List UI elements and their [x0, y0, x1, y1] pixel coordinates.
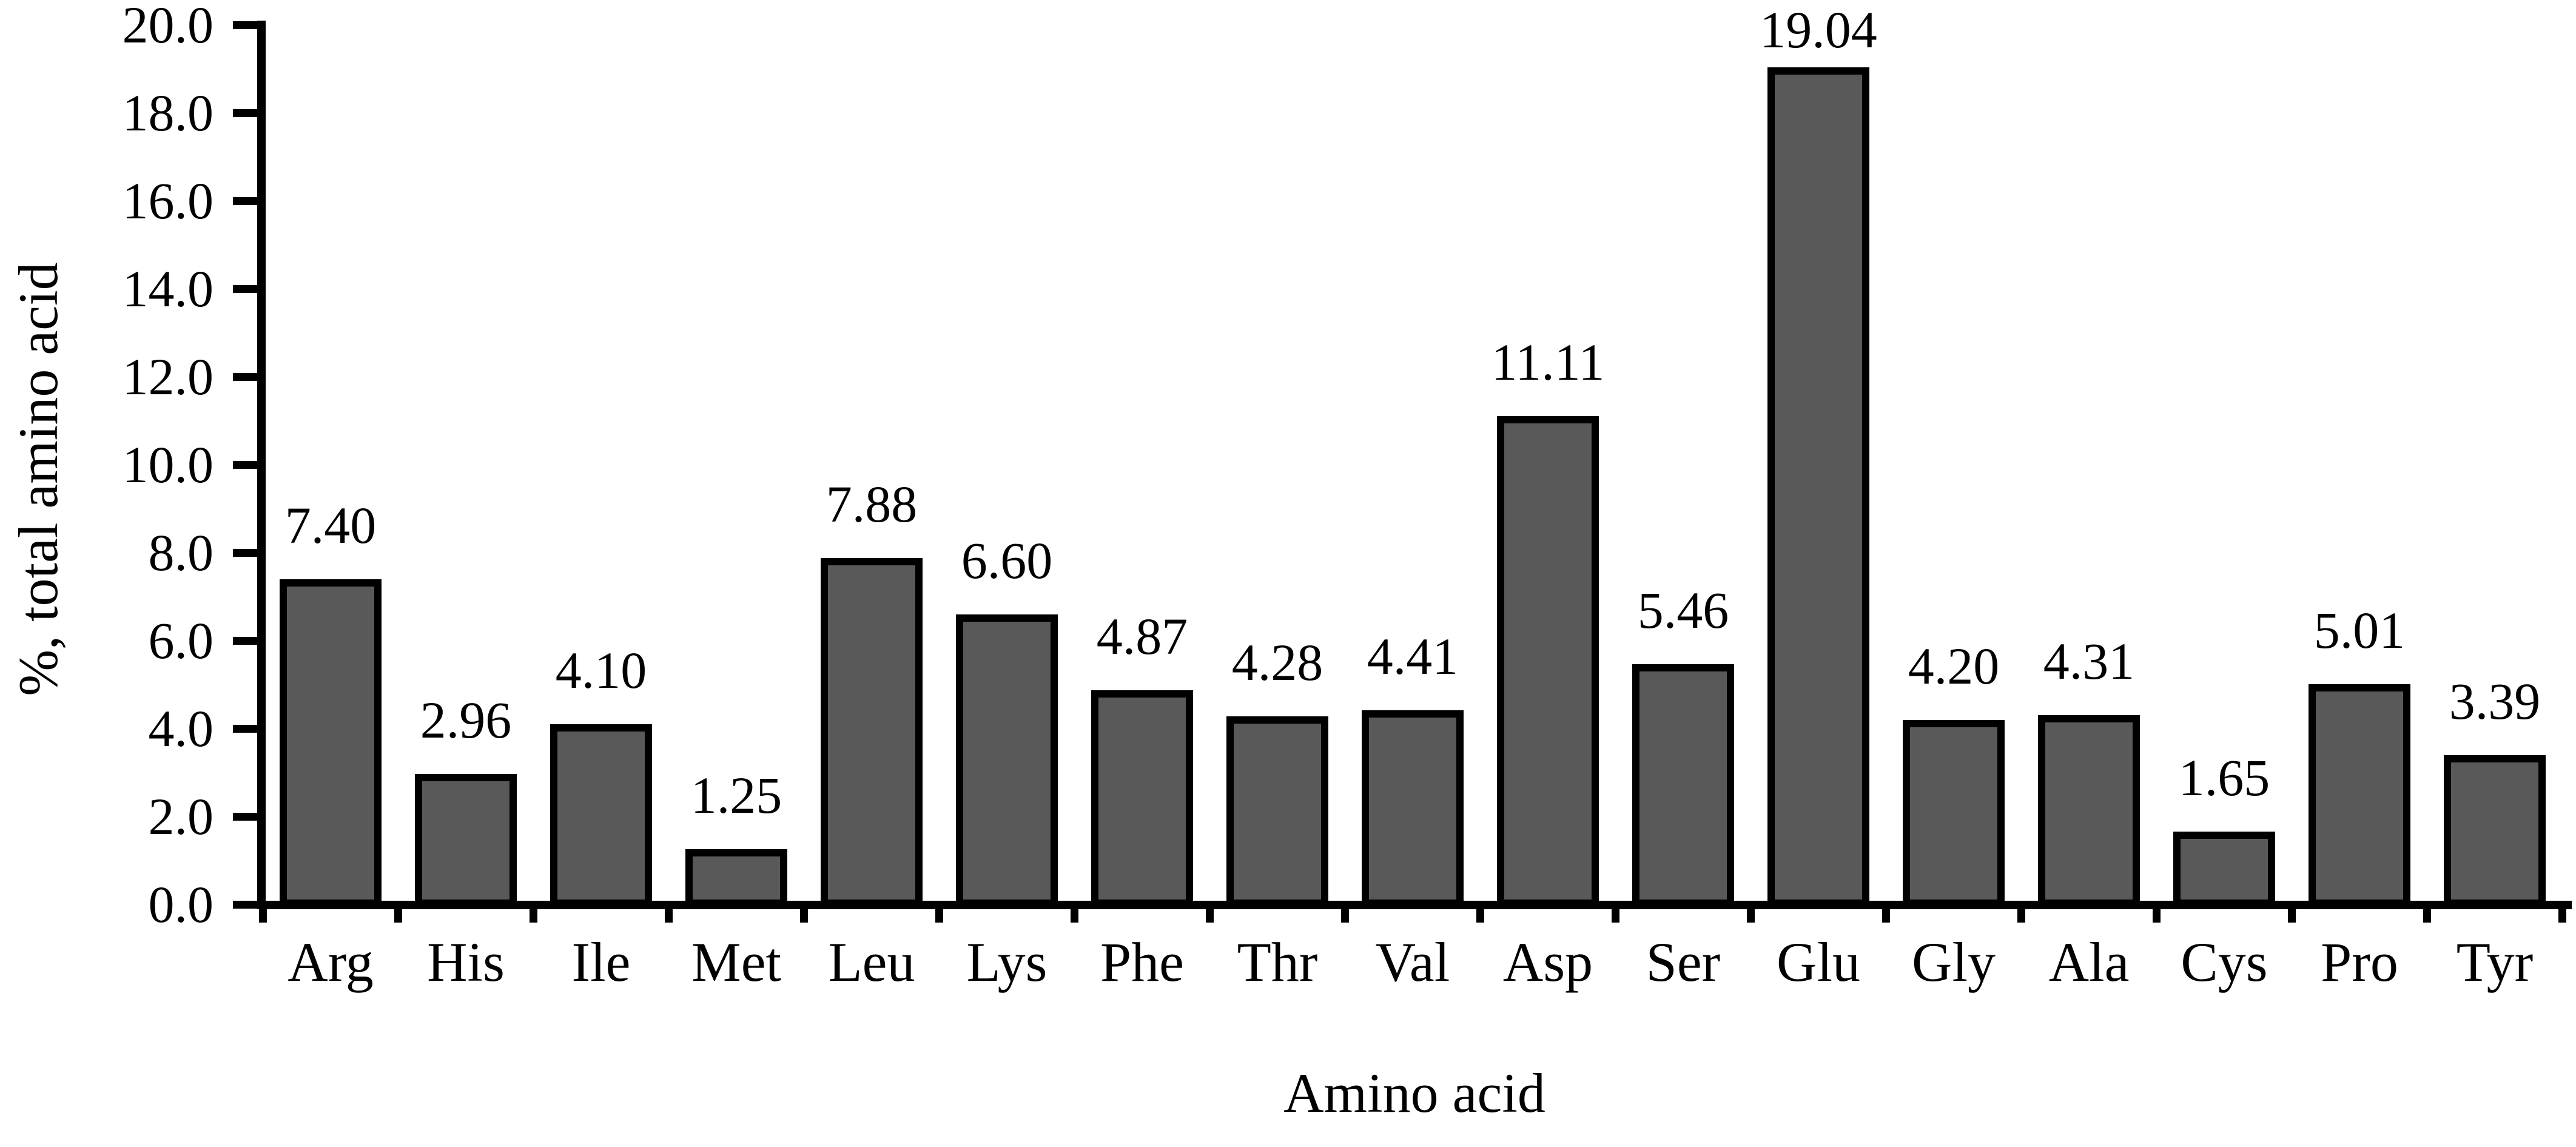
x-tick-label-phe: Phe — [1100, 931, 1184, 993]
x-axis-title: Amino acid — [1283, 1062, 1545, 1124]
bar-ile — [550, 724, 652, 907]
y-tick-label: 6.0 — [148, 611, 214, 670]
bar-pro — [2309, 684, 2410, 907]
y-axis-tick — [233, 725, 257, 733]
y-axis-tick — [233, 373, 257, 381]
x-tick-label-ser: Ser — [1646, 931, 1721, 993]
y-axis-title: %, total amino acid — [7, 262, 69, 696]
y-axis-tick — [233, 549, 257, 557]
bar-leu — [821, 558, 923, 907]
value-label-ala: 4.31 — [2043, 632, 2135, 690]
value-label-gly: 4.20 — [1908, 637, 2000, 695]
x-tick-label-leu: Leu — [828, 931, 915, 993]
value-label-thr: 4.28 — [1231, 633, 1323, 691]
bar-ser — [1632, 664, 1734, 907]
y-tick-label: 18.0 — [122, 84, 214, 142]
x-tick-label-met: Met — [691, 931, 782, 993]
value-label-leu: 7.88 — [826, 475, 918, 533]
x-tick-label-cys: Cys — [2181, 931, 2268, 993]
x-tick-label-lys: Lys — [966, 931, 1048, 993]
y-axis-tick — [233, 461, 257, 469]
y-axis-tick — [233, 21, 257, 29]
bar-val — [1362, 710, 1464, 907]
y-tick-label: 16.0 — [122, 172, 214, 230]
bar-his — [415, 774, 517, 907]
value-label-cys: 1.65 — [2178, 748, 2270, 807]
bar-met — [685, 849, 787, 907]
y-tick-label: 8.0 — [148, 523, 214, 582]
y-tick-label: 4.0 — [148, 699, 214, 758]
value-label-tyr: 3.39 — [2449, 672, 2541, 730]
x-tick-label-his: His — [427, 931, 505, 993]
bar-gly — [1903, 720, 2005, 907]
x-tick-label-val: Val — [1375, 931, 1450, 993]
y-axis-tick — [233, 637, 257, 645]
x-tick-label-tyr: Tyr — [2456, 931, 2534, 993]
y-tick-label: 2.0 — [148, 787, 214, 846]
x-axis-line — [257, 901, 2572, 909]
y-axis-tick — [233, 109, 257, 117]
bar-arg — [280, 579, 382, 907]
x-tick-label-glu: Glu — [1777, 931, 1860, 993]
x-tick-label-gly: Gly — [1912, 931, 1996, 993]
bar-ala — [2038, 715, 2140, 907]
value-label-pro: 5.01 — [2313, 601, 2406, 659]
value-label-ile: 4.10 — [555, 641, 647, 699]
bar-asp — [1497, 416, 1599, 907]
bar-glu — [1767, 67, 1869, 907]
value-label-asp: 11.11 — [1491, 333, 1605, 391]
value-label-phe: 4.87 — [1096, 607, 1188, 665]
x-tick-label-pro: Pro — [2321, 931, 2398, 993]
y-axis-tick — [233, 285, 257, 293]
x-tick-label-ile: Ile — [571, 931, 631, 993]
bar-lys — [956, 614, 1058, 907]
value-label-ser: 5.46 — [1637, 581, 1729, 639]
x-tick-label-asp: Asp — [1502, 931, 1593, 993]
y-tick-label: 0.0 — [148, 875, 214, 933]
y-tick-label: 12.0 — [122, 348, 214, 406]
y-tick-label: 20.0 — [122, 0, 214, 54]
value-label-lys: 6.60 — [961, 531, 1053, 590]
value-label-glu: 19.04 — [1760, 1, 1877, 59]
bar-cys — [2173, 832, 2275, 907]
x-tick-label-thr: Thr — [1237, 931, 1318, 993]
y-axis-line — [257, 21, 266, 909]
bar-tyr — [2444, 755, 2546, 907]
value-label-arg: 7.40 — [284, 496, 377, 554]
x-tick-label-ala: Ala — [2048, 931, 2130, 993]
y-axis-tick — [233, 197, 257, 205]
bar-phe — [1091, 690, 1193, 907]
y-tick-label: 14.0 — [122, 260, 214, 318]
y-axis-tick — [233, 813, 257, 821]
y-tick-label: 10.0 — [122, 436, 214, 494]
value-label-met: 1.25 — [690, 766, 782, 824]
y-axis-tick — [233, 901, 257, 909]
value-label-val: 4.41 — [1367, 627, 1459, 685]
bar-thr — [1226, 716, 1328, 907]
value-label-his: 2.96 — [420, 691, 512, 749]
x-tick-label-arg: Arg — [288, 931, 374, 993]
